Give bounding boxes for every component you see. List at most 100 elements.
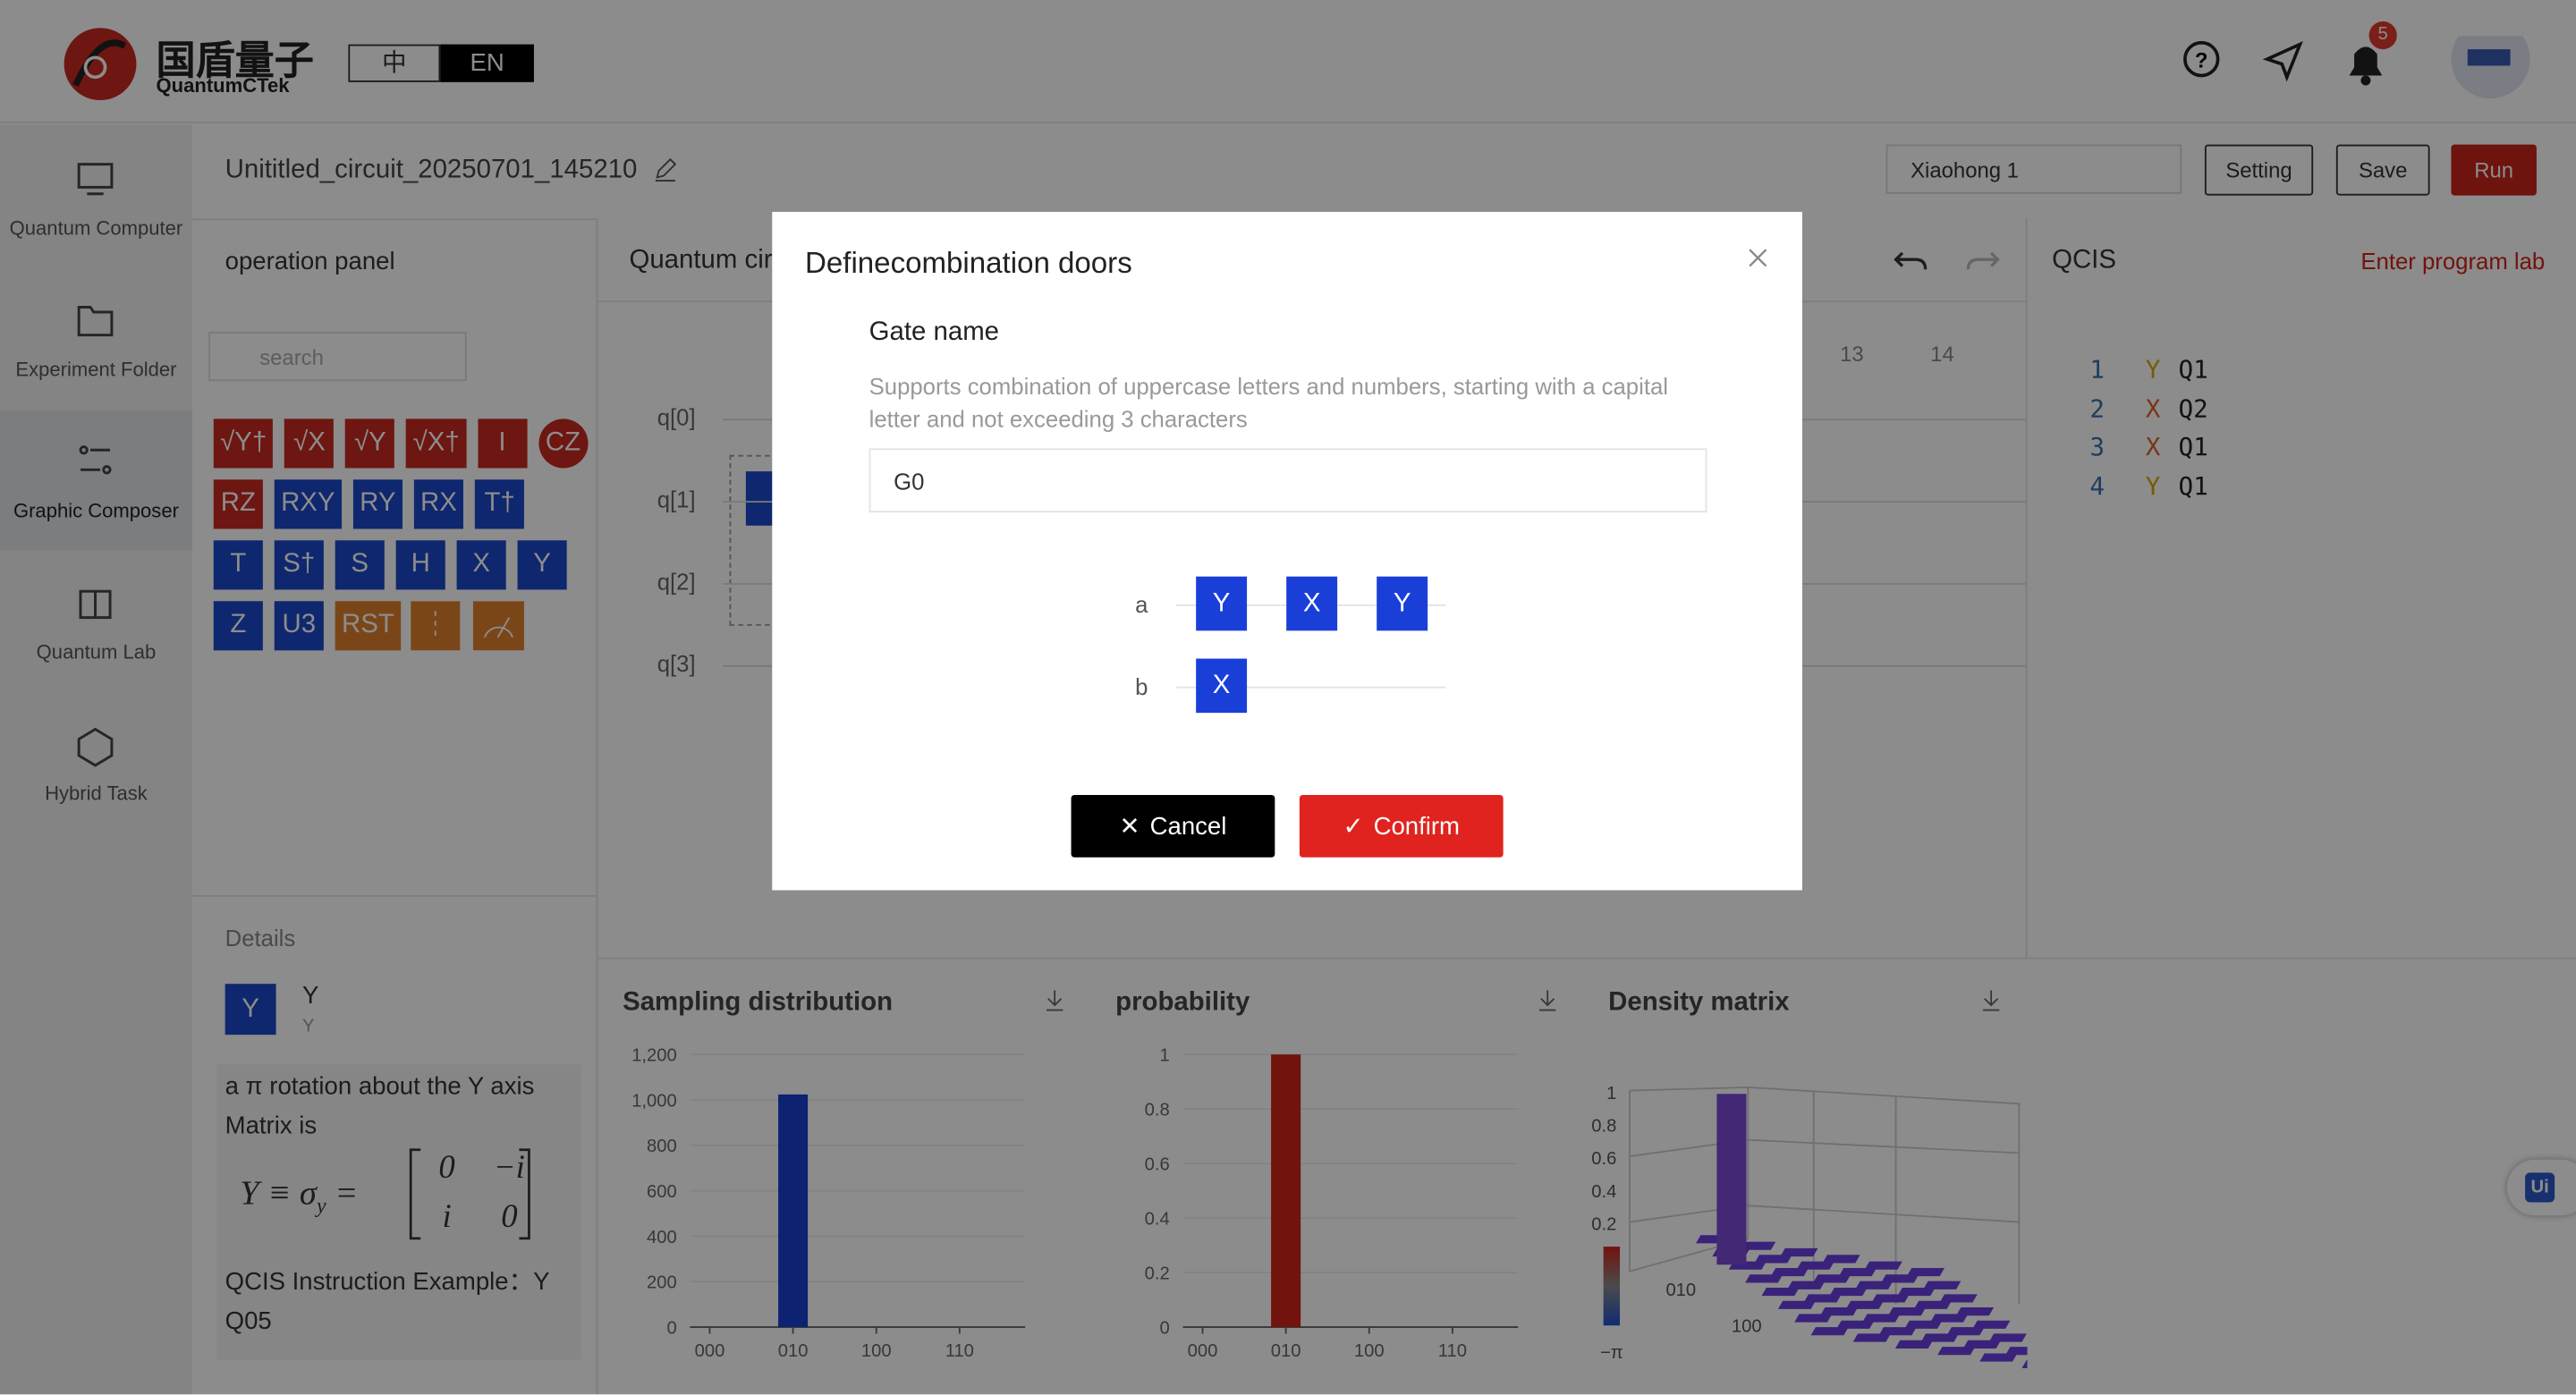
gate[interactable]: S† <box>274 540 324 590</box>
search-input[interactable]: search <box>208 332 467 382</box>
matrix-cell <box>2005 1347 2028 1356</box>
gate[interactable]: U3 <box>274 601 324 651</box>
qcis-title: QCIS <box>2052 246 2116 275</box>
formula-sub: y <box>316 1192 326 1218</box>
sidebar-item[interactable]: Quantum Lab <box>36 640 157 664</box>
matrix-cell <box>1878 1327 1917 1336</box>
line-number: 2 <box>2089 393 2105 424</box>
x-tick-label: 010 <box>1271 1341 1301 1361</box>
column-number: 13 <box>1840 342 1864 367</box>
lang-en[interactable]: EN <box>440 44 534 82</box>
gate[interactable]: T† <box>475 479 525 529</box>
logo-icon <box>64 28 137 101</box>
density-chart: Density matrix 1 0.8 0.6 0.4 0.2 010 100 −π <box>1591 987 2028 1369</box>
matrix-cell <box>1937 1347 1976 1356</box>
save-button[interactable]: Save <box>2335 144 2430 196</box>
qcis-qubit: Q1 <box>2178 471 2208 502</box>
matrix-cell <box>1946 1327 1985 1336</box>
details-example: QCIS Instruction Example：Y Q05 <box>225 1267 550 1336</box>
qubit-label: q[0] <box>657 403 696 431</box>
run-button[interactable]: Run <box>2451 144 2537 196</box>
chart-title: Sampling distribution <box>623 987 893 1017</box>
y-tick-label: 0.4 <box>1145 1209 1170 1229</box>
gate[interactable]: RX <box>413 479 464 529</box>
density-bar <box>1716 1094 1747 1265</box>
matrix-cell <box>1871 1294 1910 1303</box>
wire-gate[interactable]: X <box>1286 576 1338 631</box>
download-icon[interactable] <box>1539 990 1556 1011</box>
sidebar-item[interactable]: Hybrid Task <box>45 782 148 806</box>
matrix-cell <box>1913 1300 1952 1309</box>
matrix-cell <box>1838 1267 1877 1277</box>
gate[interactable]: Z <box>213 601 263 651</box>
gate[interactable]: X <box>456 540 506 590</box>
axis-label: 100 <box>1732 1317 1762 1337</box>
matrix-cell <box>1754 1255 1792 1264</box>
undo-redo[interactable] <box>1889 243 2004 279</box>
gate[interactable]: RZ <box>213 479 263 529</box>
download-icon[interactable] <box>1982 990 2000 1011</box>
matrix-cell <box>1787 1281 1826 1289</box>
matrix-cell: 0 <box>438 1149 455 1187</box>
wire-gate[interactable]: Y <box>1377 576 1428 631</box>
gate[interactable]: Y <box>517 540 567 590</box>
download-icon[interactable] <box>1046 990 1063 1011</box>
close-button[interactable] <box>1746 247 1769 270</box>
gate[interactable]: RST <box>335 601 402 651</box>
gate[interactable]: √Y <box>345 418 395 469</box>
sidebar-item[interactable]: Graphic Composer <box>13 499 179 523</box>
matrix-cell <box>1888 1307 1927 1316</box>
grid <box>1629 1086 2021 1305</box>
matrix-cell <box>1956 1307 1995 1316</box>
confirm-button[interactable]: ✓ Confirm <box>1299 794 1504 858</box>
lang-cn[interactable]: 中 <box>348 44 441 82</box>
z-tick-label: 0.2 <box>1591 1215 1616 1235</box>
circuit-name[interactable]: Unititled_circuit_20250701_145210 <box>225 156 638 184</box>
wire-gate[interactable]: X <box>1196 658 1248 714</box>
matrix-cell: 0 <box>501 1198 518 1236</box>
gate[interactable]: RXY <box>274 479 342 529</box>
gate[interactable]: CZ <box>538 418 589 469</box>
matrix-cell <box>1864 1261 1902 1270</box>
details-body <box>216 1064 582 1360</box>
wire-label: b <box>1135 673 1148 700</box>
gate[interactable]: √X <box>284 418 335 469</box>
sidebar-item[interactable]: Quantum Computer <box>9 216 183 241</box>
matrix-cell <box>1803 1294 1842 1303</box>
gate[interactable]: RY <box>352 479 402 529</box>
gate[interactable]: S <box>335 540 385 590</box>
gate[interactable]: I <box>477 418 528 469</box>
assistant-button[interactable]: Ui <box>2506 1159 2576 1216</box>
gate[interactable]: H <box>395 540 445 590</box>
gate[interactable]: √Y† <box>213 418 274 469</box>
gate[interactable]: √X† <box>406 418 467 469</box>
edit-icon[interactable] <box>652 156 678 182</box>
gate-name-input[interactable]: G0 <box>869 448 1707 513</box>
wire-gate[interactable]: Y <box>1196 576 1248 631</box>
qcis-qubit: Q1 <box>2178 432 2208 462</box>
qcis-gate: X <box>2145 432 2161 462</box>
cancel-button[interactable]: ✕ Cancel <box>1071 794 1275 858</box>
setting-button[interactable]: Setting <box>2204 144 2314 196</box>
sidebar <box>0 124 192 1395</box>
modal <box>772 211 1802 891</box>
line-number: 3 <box>2089 432 2105 462</box>
computer-select[interactable]: Xiaohong 1 <box>1885 144 2182 194</box>
qcis-link[interactable]: Enter program lab <box>2360 248 2546 275</box>
x-tick-label: 100 <box>1354 1341 1385 1361</box>
matrix-cell <box>1939 1294 1978 1303</box>
axis-label: 010 <box>1665 1281 1696 1300</box>
svg-text:?: ? <box>2195 48 2208 72</box>
matrix-cell <box>1770 1267 1809 1277</box>
qubit-label: q[2] <box>657 568 696 595</box>
sidebar-item[interactable]: Experiment Folder <box>15 358 177 382</box>
confirm-label: Confirm <box>1373 812 1461 841</box>
matrix-cell <box>1761 1288 1800 1297</box>
gate[interactable]: T <box>213 540 263 590</box>
probability-chart: probability 0 0.2 0.4 0.6 0.8 1 000 010 100 110 <box>1115 987 1556 1361</box>
matrix-cell <box>1988 1333 2027 1342</box>
color-bar <box>1603 1247 1621 1326</box>
matrix-cell <box>1881 1274 1919 1283</box>
matrix-cell <box>1904 1320 1943 1329</box>
